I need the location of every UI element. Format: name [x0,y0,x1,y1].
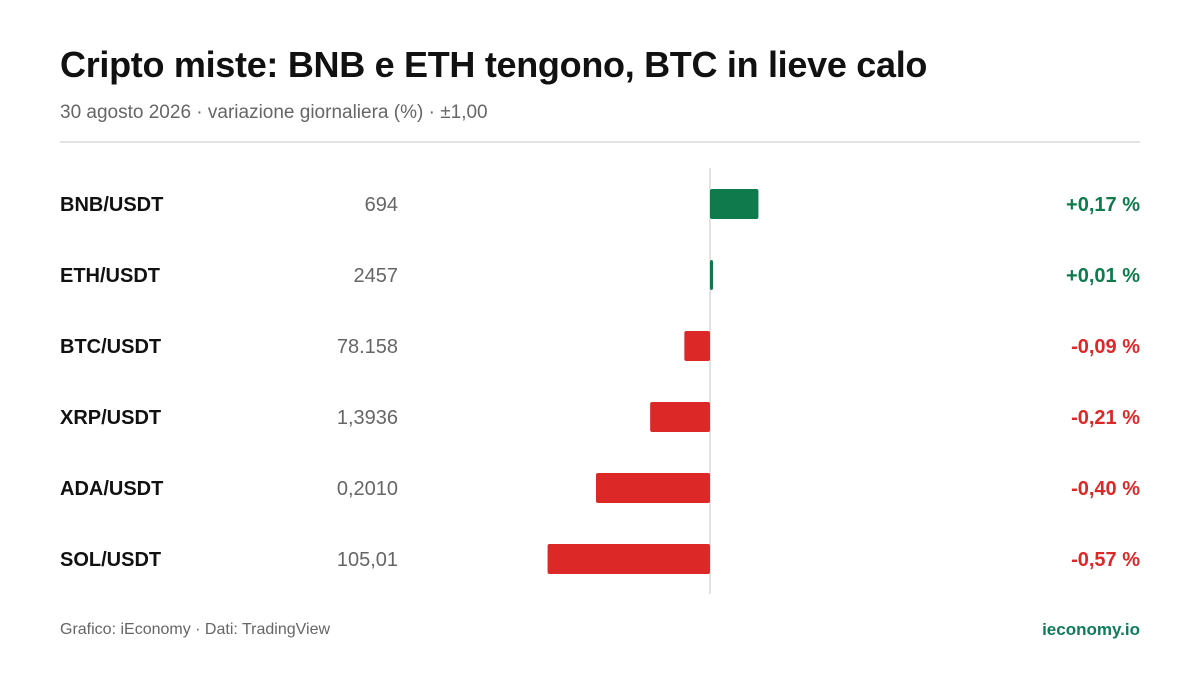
value-label: +0,17 % [1066,194,1140,216]
price-label: 1,3936 [337,407,398,429]
data-bar [710,260,713,290]
price-label: 694 [365,194,398,216]
data-bar [650,402,710,432]
category-label: ADA/USDT [60,478,163,500]
category-label: BTC/USDT [60,336,161,358]
footer-brand-link[interactable]: ieconomy.io [1042,620,1140,639]
data-bar [684,331,710,361]
value-label: -0,40 % [1071,478,1140,500]
value-label: +0,01 % [1066,265,1140,287]
data-bar [596,473,710,503]
price-label: 105,01 [337,549,398,571]
data-bar [547,544,710,574]
value-label: -0,21 % [1071,407,1140,429]
value-label: -0,57 % [1071,549,1140,571]
price-label: 2457 [354,265,399,287]
value-label: -0,09 % [1071,336,1140,358]
category-label: BNB/USDT [60,194,163,216]
footer-source: Grafico: iEconomy · Dati: TradingView [60,621,331,638]
category-label: ETH/USDT [60,265,160,287]
data-bar [710,189,759,219]
category-label: XRP/USDT [60,407,161,429]
category-label: SOL/USDT [60,549,161,571]
price-label: 0,2010 [337,478,398,500]
header-divider [60,141,1140,143]
price-label: 78.158 [337,336,398,358]
chart-subtitle: 30 agosto 2026 · variazione giornaliera … [60,102,488,123]
chart-title: Cripto miste: BNB e ETH tengono, BTC in … [60,44,928,85]
